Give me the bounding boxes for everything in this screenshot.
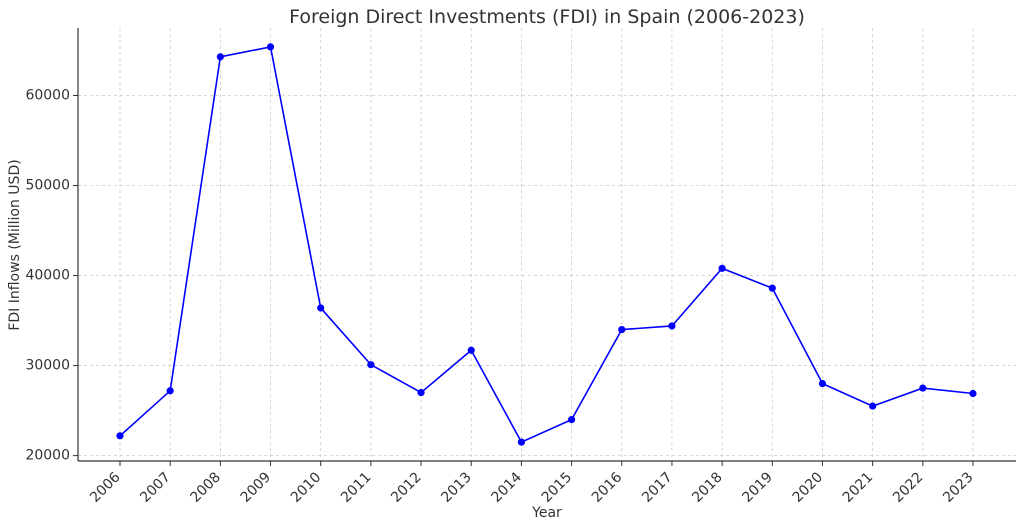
x-tick-label: 2020 (790, 469, 827, 506)
y-axis-ticks: 20000 30000 40000 50000 60000 (25, 88, 78, 464)
data-point (969, 389, 977, 398)
series-layer (116, 43, 977, 446)
x-tick-label: 2021 (840, 469, 877, 506)
y-tick-label: 50000 (25, 178, 70, 194)
x-tick-label: 2011 (338, 469, 375, 506)
x-tick-label: 2012 (388, 469, 425, 506)
x-tick-label: 2007 (137, 469, 174, 506)
data-point (718, 264, 726, 272)
grid-lines (78, 28, 1016, 461)
data-point (166, 387, 174, 395)
x-tick-label: 2018 (689, 469, 726, 506)
x-tick-label: 2015 (539, 469, 576, 506)
x-tick-label: 2008 (187, 469, 224, 506)
data-point (768, 284, 776, 292)
data-point (919, 384, 927, 392)
y-tick-label: 60000 (25, 88, 70, 104)
y-tick-label: 20000 (25, 448, 70, 464)
data-point (618, 325, 626, 334)
x-tick-label: 2019 (739, 469, 776, 506)
data-point (216, 53, 224, 61)
x-tick-label: 2022 (890, 469, 927, 506)
x-tick-label: 2009 (238, 469, 275, 506)
y-tick-label: 40000 (25, 268, 70, 284)
data-point (367, 361, 375, 369)
data-point (116, 432, 124, 440)
data-point (668, 322, 676, 330)
x-axis-ticks: 2006 2007 2008 2009 2010 2011 2012 2013 2014 2015… (87, 461, 977, 506)
x-tick-label: 2016 (589, 469, 626, 506)
x-axis-label: Year (531, 505, 562, 521)
data-point (266, 43, 275, 51)
data-point (317, 304, 325, 312)
x-tick-label: 2014 (489, 469, 526, 506)
y-axis-label: FDI Inflows (Million USD) (7, 159, 23, 330)
data-point (818, 379, 827, 388)
chart-title: Foreign Direct Investments (FDI) in Spai… (289, 6, 805, 28)
y-tick-label: 30000 (25, 358, 70, 374)
x-tick-label: 2010 (288, 469, 325, 506)
x-tick-label: 2013 (438, 469, 475, 506)
data-point (417, 388, 425, 397)
data-point (567, 415, 576, 424)
x-tick-label: 2006 (87, 469, 124, 506)
data-point (869, 402, 877, 410)
series-line (119, 45, 974, 444)
x-tick-label: 2023 (940, 469, 977, 506)
data-point (467, 346, 475, 354)
x-tick-label: 2017 (639, 469, 676, 506)
data-point (517, 438, 526, 446)
